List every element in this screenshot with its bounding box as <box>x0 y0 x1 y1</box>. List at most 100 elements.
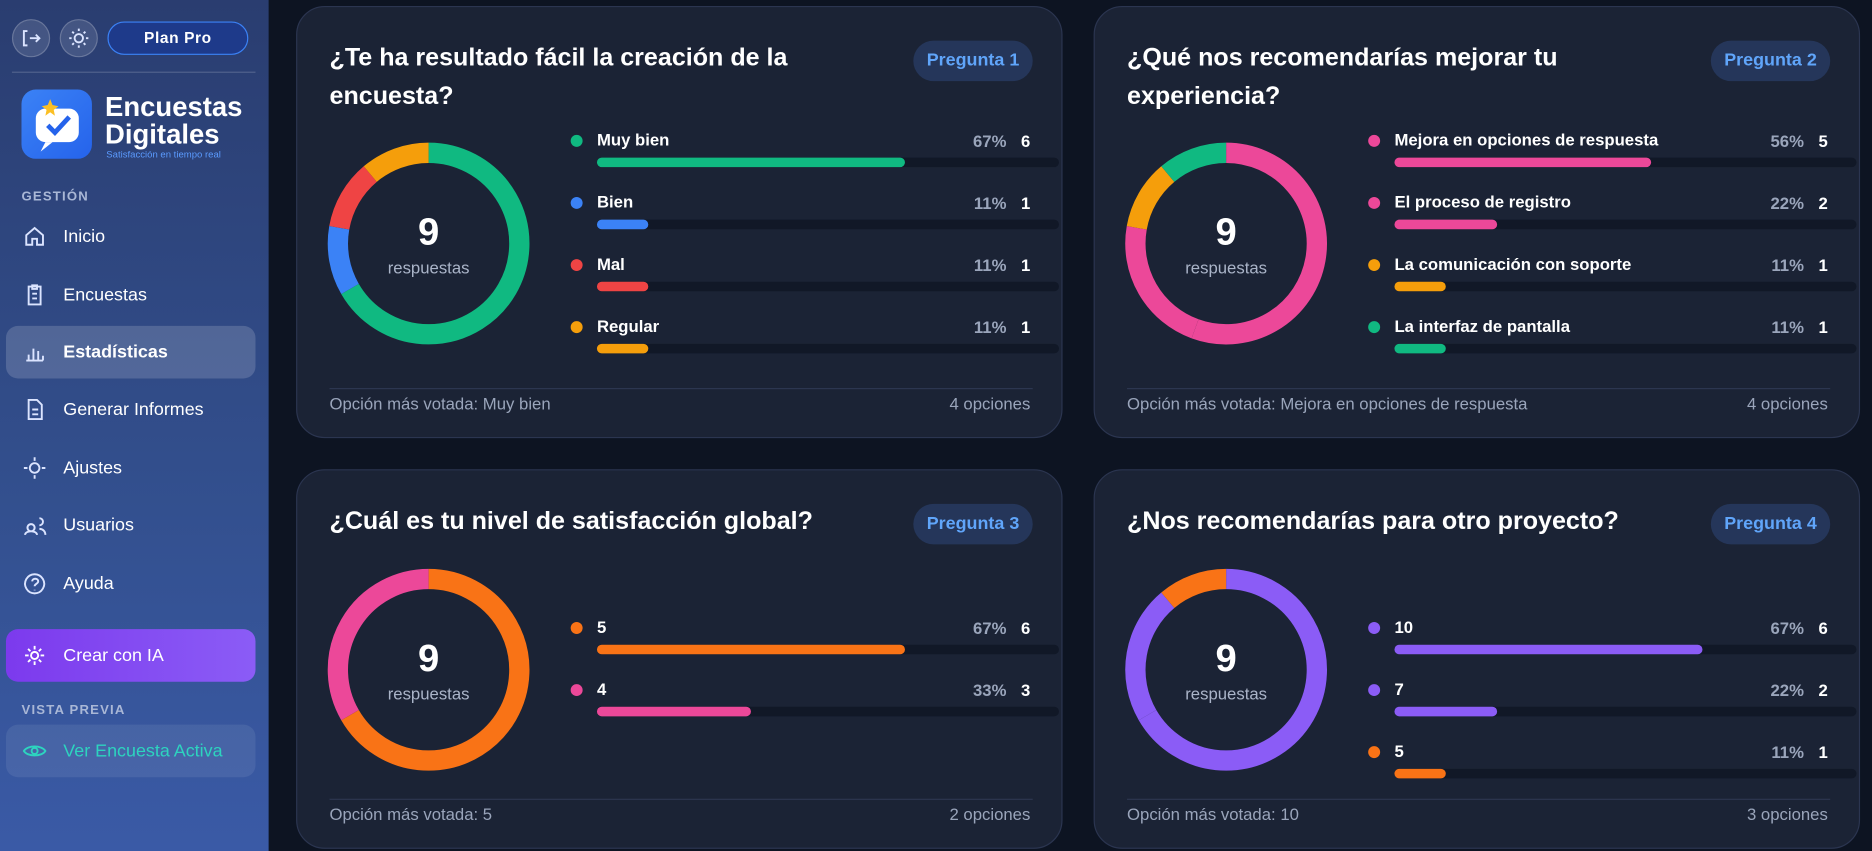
option-count: 6 <box>1021 131 1031 151</box>
donut-segment <box>341 142 530 345</box>
option-total: 4 opciones <box>1746 393 1828 414</box>
label: Ver Encuesta Activa <box>63 740 223 762</box>
donut-chart <box>327 142 530 345</box>
icon <box>23 457 46 479</box>
legend-dot <box>1368 321 1381 334</box>
donut-segment <box>1161 142 1227 183</box>
donut-chart <box>1125 142 1327 345</box>
option-count: 1 <box>1818 742 1828 762</box>
bar-track <box>1394 219 1857 230</box>
option-percent: 33% <box>972 680 1007 700</box>
icon <box>27 284 42 306</box>
donut-segment <box>1125 592 1175 721</box>
nav-item[interactable]: Inicio <box>6 210 256 263</box>
bar-track <box>1394 644 1857 655</box>
option-count: 1 <box>1818 255 1828 275</box>
icon-path <box>23 457 46 479</box>
option-percent: 11% <box>973 255 1007 275</box>
question-title: ¿Nos recomendarías para otro proyecto? <box>1127 507 1619 535</box>
most-voted: Opción más votada: Muy bien <box>329 393 551 414</box>
icon-path <box>25 226 44 246</box>
donut-chart <box>327 568 530 771</box>
question-card: ¿Cuál es tu nivel de satisfacción global… <box>296 469 1063 849</box>
option-percent: 56% <box>1770 131 1804 151</box>
footer-divider <box>1127 798 1831 800</box>
bar-fill <box>1394 706 1498 717</box>
question-card: ¿Nos recomendarías para otro proyecto? Pr… <box>1093 469 1861 849</box>
question-badge: Pregunta 4 <box>1710 503 1831 545</box>
bar-fill <box>596 644 905 655</box>
nav-item[interactable]: Ajustes <box>6 442 256 495</box>
option-count: 5 <box>1818 131 1828 151</box>
donut-segment <box>1161 568 1227 609</box>
label: Crear con IA <box>63 645 164 666</box>
bar-fill <box>1394 157 1652 168</box>
bar-track <box>596 644 1059 655</box>
option-count: 1 <box>1021 317 1031 337</box>
footer-divider <box>329 798 1033 800</box>
theme-button[interactable] <box>59 19 98 58</box>
option-percent: 22% <box>1770 193 1804 213</box>
icon <box>27 398 43 421</box>
label: Encuestas <box>63 284 147 306</box>
nav-item[interactable]: Ayuda <box>6 558 256 611</box>
total-count: 9 <box>1215 636 1237 680</box>
donut-segment <box>329 166 378 230</box>
option-label: 10 <box>1394 617 1414 637</box>
nav-item[interactable]: Usuarios <box>6 499 256 552</box>
option-count: 1 <box>1818 317 1828 337</box>
bar-track <box>1394 706 1857 717</box>
icon <box>24 517 47 536</box>
label: Inicio <box>63 226 106 247</box>
logout-button[interactable] <box>11 19 51 58</box>
brand-name: Digitales <box>105 118 220 150</box>
option-count: 6 <box>1021 618 1031 638</box>
option-label: Muy bien <box>596 130 670 150</box>
label: Ayuda <box>63 573 114 594</box>
option-label: Mejora en opciones de respuesta <box>1394 130 1659 150</box>
option-label: 5 <box>596 617 607 637</box>
option-percent: 11% <box>973 317 1007 337</box>
option-label: 7 <box>1394 679 1404 699</box>
option-count: 1 <box>1021 255 1031 275</box>
donut-segment <box>1191 142 1327 345</box>
nav-item[interactable]: Generar Informes <box>6 383 256 436</box>
bar-track <box>596 281 1059 292</box>
question-card: ¿Te ha resultado fácil la creación de la… <box>296 5 1063 439</box>
option-count: 6 <box>1818 618 1828 638</box>
preview-link[interactable]: Ver Encuesta Activa <box>5 724 256 778</box>
bar-track <box>596 219 1059 230</box>
legend-dot <box>1368 259 1381 272</box>
icon <box>25 226 44 246</box>
total-count: 9 <box>417 636 440 680</box>
bar-track <box>1394 281 1857 292</box>
divider <box>11 71 256 73</box>
sidebar: Plan Pro Encuestas Digitales Satisfacció… <box>0 0 269 851</box>
icon <box>26 348 44 362</box>
icon <box>22 30 41 47</box>
legend-dot <box>1368 622 1381 634</box>
section-label: VISTA PREVIA <box>21 703 126 718</box>
option-label: 4 <box>596 679 607 699</box>
option-total: 3 opciones <box>1746 804 1828 824</box>
donut-segment <box>327 226 359 294</box>
option-label: La interfaz de pantalla <box>1394 316 1571 336</box>
bar-fill <box>596 219 649 230</box>
question-badge: Pregunta 1 <box>913 40 1033 82</box>
nav-item[interactable]: Encuestas <box>6 269 256 322</box>
nav-item[interactable]: Estadísticas <box>5 325 256 379</box>
create-ai-button[interactable]: Crear con IA <box>5 629 256 682</box>
option-label: 5 <box>1394 741 1404 761</box>
option-percent: 67% <box>972 618 1007 638</box>
plan-button[interactable]: Plan Pro <box>107 21 249 55</box>
question-badge: Pregunta 3 <box>913 503 1033 545</box>
most-voted: Opción más votada: 5 <box>329 804 493 824</box>
option-count: 2 <box>1818 193 1828 213</box>
question-title: ¿Te ha resultado fácil la creación de la… <box>329 44 788 110</box>
label: Estadísticas <box>63 342 168 363</box>
legend-dot <box>1368 746 1381 759</box>
bar-fill <box>596 281 649 292</box>
donut-segment <box>341 568 530 771</box>
